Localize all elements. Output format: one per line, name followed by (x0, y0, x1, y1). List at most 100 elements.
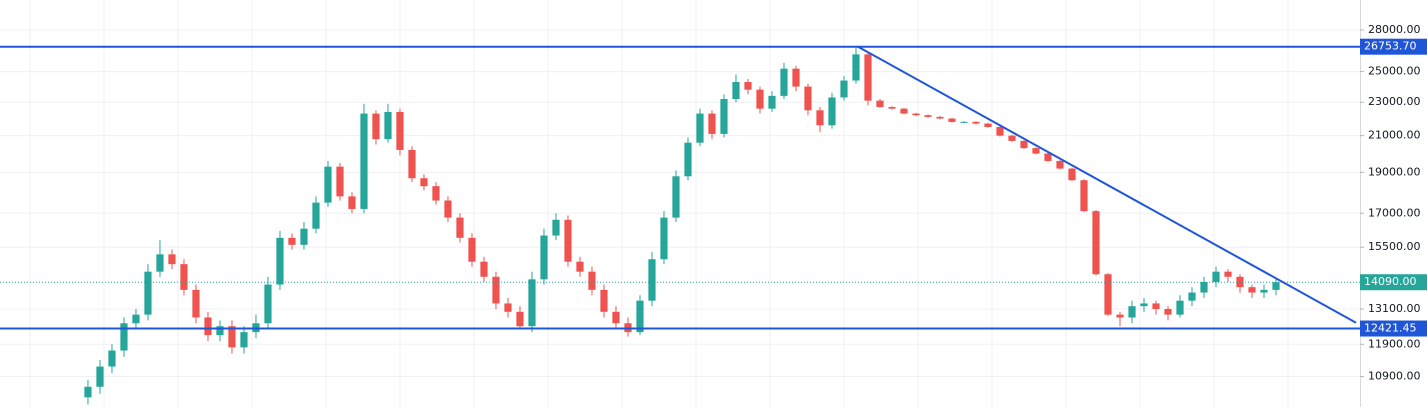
candle-body (96, 366, 104, 387)
price-label: 12421.45 (1364, 322, 1417, 335)
candle-body (564, 219, 572, 262)
candle-body (180, 264, 188, 290)
candle-body (456, 217, 464, 238)
candle-body (804, 86, 812, 111)
candle-body (396, 111, 404, 150)
candle-body (1224, 271, 1232, 277)
candle-body (924, 115, 932, 117)
candle-body (828, 97, 836, 126)
candle-body (144, 271, 152, 315)
price-label-box (1360, 320, 1427, 337)
candle-body (984, 123, 992, 127)
candle-body (1128, 306, 1136, 318)
candle-body (324, 166, 332, 203)
y-tick-label: 13100.00 (1368, 302, 1421, 315)
candle-body (864, 54, 872, 101)
candle-body (1152, 303, 1160, 309)
candle-body (660, 217, 668, 260)
candle-body (612, 311, 620, 324)
candle-body (1008, 135, 1016, 141)
candle-body (840, 80, 848, 98)
candle-body (1176, 300, 1184, 315)
candle-body (768, 95, 776, 109)
candle-body (1020, 140, 1028, 149)
candle-body (276, 237, 284, 285)
candle-body (1188, 292, 1196, 301)
candle-body (1080, 180, 1088, 212)
candle-body (1272, 282, 1280, 290)
candle-body (816, 110, 824, 126)
candle-body (1104, 274, 1112, 315)
candle-body (732, 82, 740, 100)
y-tick-label: 17000.00 (1368, 206, 1421, 219)
candle-body (972, 121, 980, 124)
candle-body (1200, 281, 1208, 293)
candle-body (852, 54, 860, 81)
candle-body (552, 219, 560, 236)
candle-body (1212, 271, 1220, 282)
candle-body (480, 261, 488, 277)
y-tick-label: 23000.00 (1368, 95, 1421, 108)
candle-body (1092, 211, 1100, 275)
candle-body (360, 113, 368, 209)
candle-body (432, 186, 440, 201)
price-axis (1360, 0, 1427, 407)
candle-body (672, 176, 680, 218)
candle-body (696, 113, 704, 143)
candle-body (1140, 303, 1148, 307)
candle-body (588, 271, 596, 290)
candle-body (348, 196, 356, 209)
candle-body (132, 314, 140, 324)
candle-body (900, 108, 908, 114)
candle-body (492, 276, 500, 304)
candle-body (1032, 148, 1040, 154)
candle-body (192, 289, 200, 318)
candle-body (1068, 168, 1076, 181)
y-tick-label: 21000.00 (1368, 129, 1421, 142)
candle-body (648, 259, 656, 301)
candle-body (936, 116, 944, 119)
candle-body (516, 311, 524, 327)
candle-body (120, 323, 128, 351)
candle-body (384, 111, 392, 140)
candle-body (168, 254, 176, 265)
candle-body (156, 254, 164, 272)
candle-body (792, 68, 800, 87)
candle-body (336, 166, 344, 197)
candle-body (312, 202, 320, 229)
candle-body (240, 332, 248, 348)
price-label-box (1360, 38, 1427, 55)
candle-body (1164, 308, 1172, 315)
y-tick-label: 28000.00 (1368, 23, 1421, 36)
y-tick-label: 25000.00 (1368, 65, 1421, 78)
candle-body (288, 237, 296, 245)
candle-body (1044, 153, 1052, 161)
candle-body (204, 317, 212, 336)
candle-body (468, 237, 476, 262)
candle-body (684, 142, 692, 177)
candle-body (720, 99, 728, 134)
candle-body (540, 235, 548, 280)
candle-body (264, 284, 272, 324)
candle-body (216, 326, 224, 336)
y-tick-label: 11900.00 (1368, 337, 1421, 350)
y-tick-label: 15500.00 (1368, 240, 1421, 253)
candle-body (948, 118, 956, 122)
candle-body (504, 303, 512, 312)
y-tick-label: 19000.00 (1368, 165, 1421, 178)
candle-body (408, 149, 416, 179)
candle-body (1260, 289, 1268, 293)
candle-body (996, 126, 1004, 136)
candle-body (444, 200, 452, 218)
candle-body (228, 326, 236, 348)
candle-body (708, 113, 716, 134)
candle-body (1056, 160, 1064, 169)
current-price-label: 14090.00 (1364, 275, 1417, 288)
trend-line (857, 45, 1357, 324)
candle-body (84, 386, 92, 398)
candle-body (744, 82, 752, 90)
candle-body (1248, 287, 1256, 293)
candle-body (1116, 314, 1124, 318)
